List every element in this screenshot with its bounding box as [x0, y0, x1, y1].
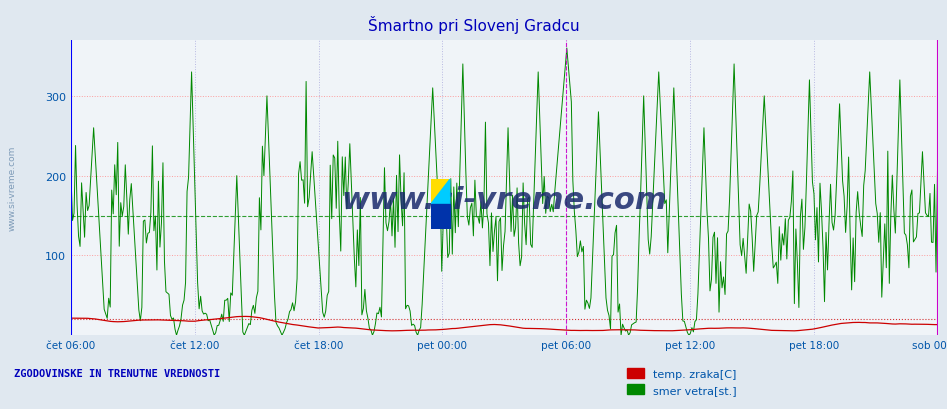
- Text: ZGODOVINSKE IN TRENUTNE VREDNOSTI: ZGODOVINSKE IN TRENUTNE VREDNOSTI: [14, 368, 221, 378]
- Polygon shape: [431, 204, 450, 229]
- Legend: temp. zraka[C], smer vetra[st.]: temp. zraka[C], smer vetra[st.]: [623, 364, 741, 399]
- Text: www.si-vreme.com: www.si-vreme.com: [342, 185, 667, 214]
- Polygon shape: [431, 180, 450, 204]
- Text: Šmartno pri Slovenj Gradcu: Šmartno pri Slovenj Gradcu: [367, 16, 580, 34]
- Polygon shape: [431, 180, 450, 204]
- Text: www.si-vreme.com: www.si-vreme.com: [8, 146, 17, 231]
